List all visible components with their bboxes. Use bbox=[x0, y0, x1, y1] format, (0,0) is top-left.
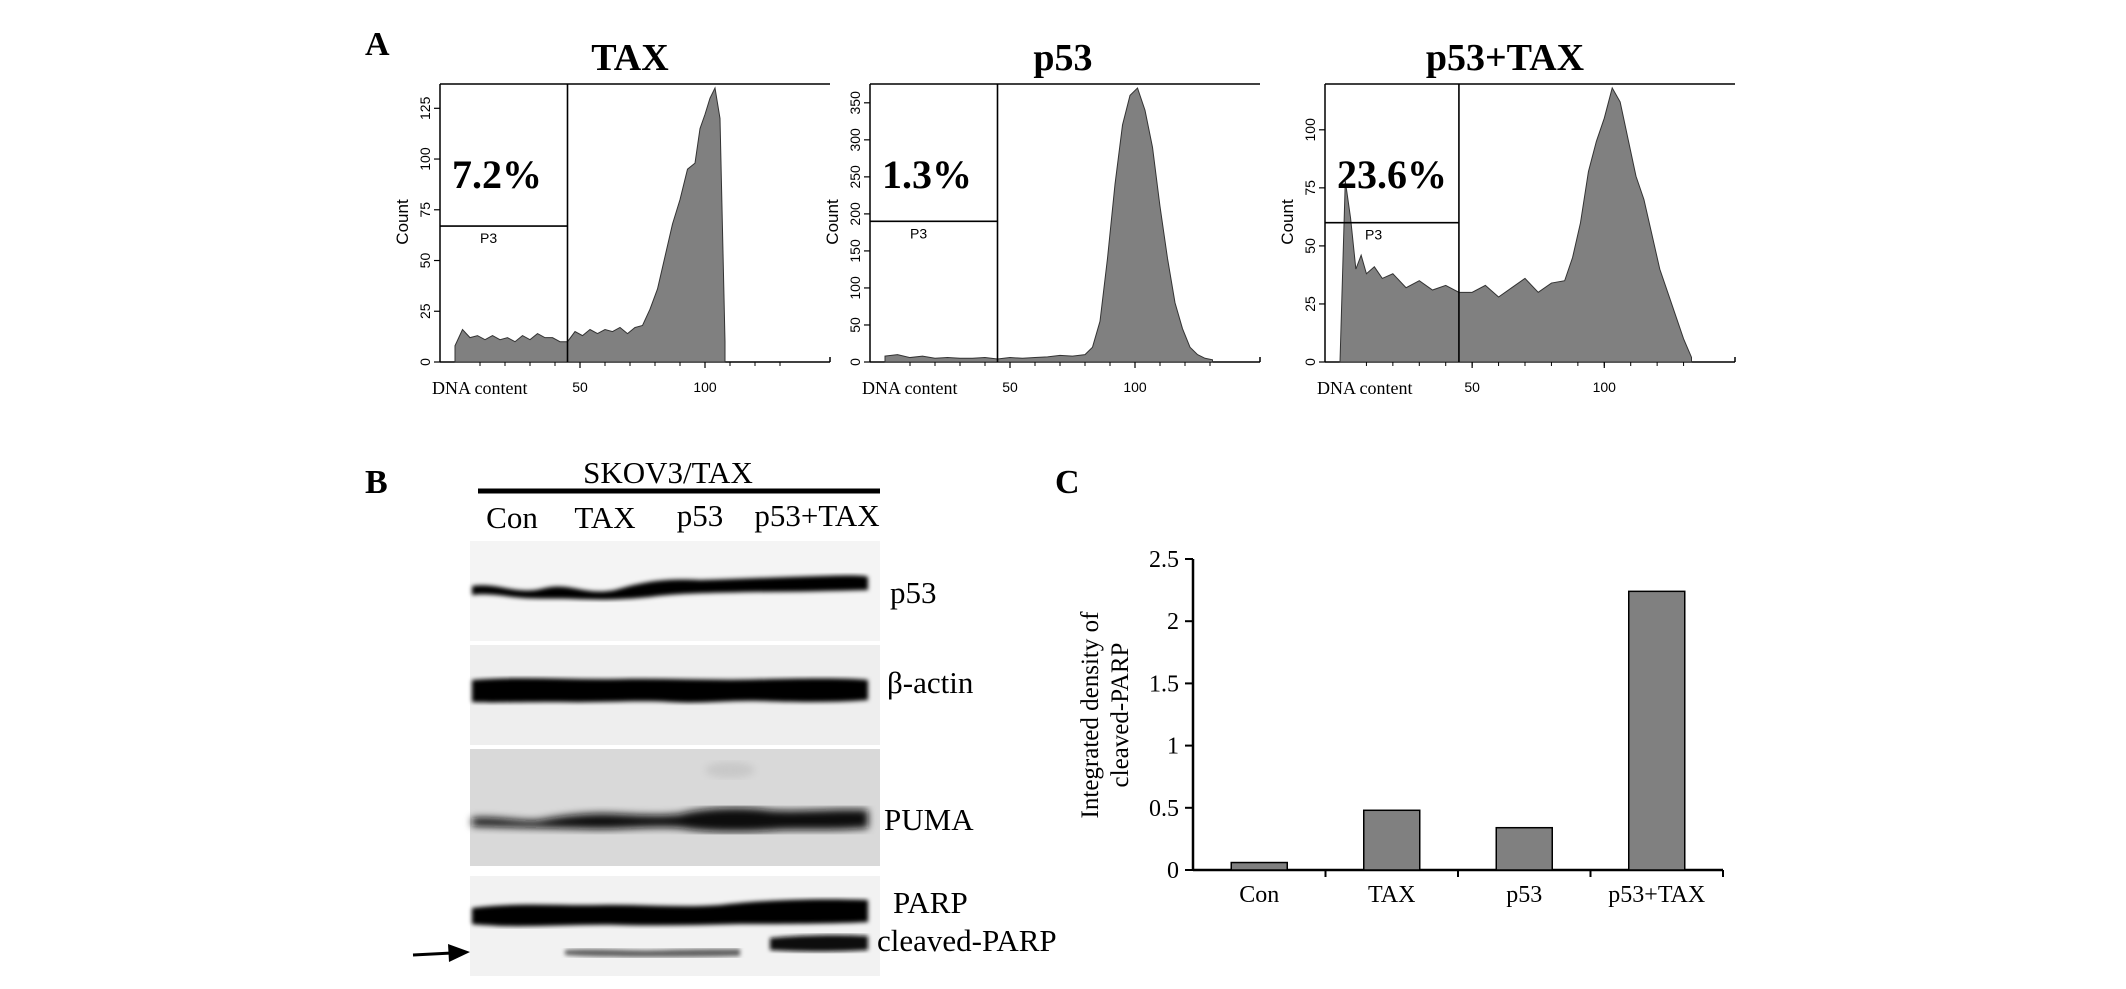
y-tick-label: 0.5 bbox=[1149, 796, 1179, 822]
band-cleaved-parp-weak bbox=[565, 949, 740, 957]
gate-percentage: 1.3% bbox=[882, 152, 972, 197]
x-axis-label: DNA content bbox=[432, 378, 527, 398]
y-axis-label: Count bbox=[823, 199, 842, 245]
histogram-tax: TAX 0 25 50 75 100 125 Count 50 100 DNA content P3 7… bbox=[393, 37, 831, 398]
gate-percentage: 7.2% bbox=[452, 152, 542, 197]
x-tick-label: 100 bbox=[693, 379, 717, 395]
histogram-title: p53 bbox=[1033, 37, 1092, 79]
y-tick-label: 150 bbox=[847, 239, 863, 263]
x-tick-label: 50 bbox=[572, 379, 588, 395]
band-parp bbox=[472, 899, 868, 927]
y-tick-label: 50 bbox=[417, 253, 433, 269]
y-tick-label: 100 bbox=[417, 147, 433, 171]
bar bbox=[1363, 809, 1421, 871]
lane-label-p53: p53 bbox=[677, 498, 724, 533]
y-tick-label: 200 bbox=[847, 202, 863, 226]
y-tick-label: 100 bbox=[847, 276, 863, 300]
panel-letter-c: C bbox=[1055, 464, 1080, 501]
histogram-p53-tax: p53+TAX 0 25 50 75 100 Count 50 100 DNA content P3… bbox=[1278, 37, 1736, 398]
y-tick-label: 75 bbox=[1302, 180, 1318, 196]
y-axis-label: Count bbox=[393, 199, 412, 245]
y-axis-label-line1: Integrated density of bbox=[1077, 611, 1104, 819]
y-tick-label: 50 bbox=[1302, 238, 1318, 254]
y-tick-label: 1 bbox=[1167, 734, 1179, 760]
histogram-p53: p53 0 50 100 150 200 250 300 350 Count 50 100 DNA co… bbox=[823, 37, 1261, 398]
blot-strip-parp bbox=[470, 876, 880, 976]
x-tick-label: 50 bbox=[1002, 379, 1018, 395]
lane-label-p53-tax: p53+TAX bbox=[754, 498, 879, 533]
x-tick-label: 100 bbox=[1123, 379, 1147, 395]
bar bbox=[1230, 861, 1288, 871]
x-tick-label: 100 bbox=[1593, 379, 1617, 395]
x-tick-label: p53 bbox=[1506, 882, 1542, 908]
y-tick-label: 75 bbox=[417, 202, 433, 218]
y-tick-label: 2.5 bbox=[1149, 547, 1179, 573]
y-tick-label: 0 bbox=[1167, 858, 1179, 884]
panel-letter-a: A bbox=[365, 26, 390, 63]
band-label-cleaved-parp: cleaved-PARP bbox=[877, 923, 1057, 958]
y-tick-label: 1.5 bbox=[1149, 671, 1179, 697]
gate-label: P3 bbox=[1365, 227, 1382, 243]
gate-percentage: 23.6% bbox=[1337, 152, 1447, 197]
band-label-puma: PUMA bbox=[884, 802, 974, 837]
blot-cell-line: SKOV3/TAX bbox=[583, 455, 753, 490]
y-tick-label: 50 bbox=[847, 317, 863, 333]
y-tick-label: 0 bbox=[417, 358, 433, 366]
band-label-p53: p53 bbox=[890, 575, 937, 610]
blot-smudge bbox=[705, 762, 755, 778]
y-tick-label: 25 bbox=[417, 303, 433, 319]
y-tick-label: 0 bbox=[1302, 358, 1318, 366]
histogram-area bbox=[884, 87, 1213, 363]
band-actin bbox=[472, 678, 868, 703]
y-tick-label: 125 bbox=[417, 96, 433, 120]
panel-letter-b: B bbox=[365, 464, 388, 501]
bar-chart-cleaved-parp: 0 0.5 1 1.5 2 2.5 Con TAX p53 p53+TAX Integrated d… bbox=[1077, 547, 1724, 908]
lane-label-con: Con bbox=[486, 500, 538, 535]
bar bbox=[1628, 590, 1686, 871]
histogram-area bbox=[1339, 86, 1692, 363]
band-p53 bbox=[472, 575, 868, 600]
x-tick-label: 50 bbox=[1464, 379, 1480, 395]
histogram-area bbox=[454, 86, 726, 363]
blot-strip-puma bbox=[470, 749, 880, 866]
y-axis-label-line2: cleaved-PARP bbox=[1107, 643, 1134, 788]
bar bbox=[1495, 826, 1553, 871]
lane-label-tax: TAX bbox=[574, 500, 635, 535]
histogram-title: TAX bbox=[591, 37, 668, 79]
gate-label: P3 bbox=[910, 225, 927, 241]
histogram-title: p53+TAX bbox=[1426, 37, 1584, 79]
y-tick-label: 250 bbox=[847, 165, 863, 189]
cleaved-parp-arrow-shaft bbox=[412, 951, 453, 957]
y-tick-label: 2 bbox=[1167, 609, 1179, 635]
x-tick-label: Con bbox=[1239, 882, 1279, 908]
western-blot: SKOV3/TAX Con TAX p53 p53+TAX p53 β-acti… bbox=[412, 455, 1057, 976]
x-tick-label: p53+TAX bbox=[1608, 882, 1705, 908]
x-axis-label: DNA content bbox=[1317, 378, 1412, 398]
gate-label: P3 bbox=[480, 230, 497, 246]
band-cleaved-parp-strong bbox=[770, 934, 868, 952]
y-tick-label: 25 bbox=[1302, 296, 1318, 312]
x-axis-label: DNA content bbox=[862, 378, 957, 398]
y-tick-label: 100 bbox=[1302, 118, 1318, 142]
band-label-actin: β-actin bbox=[887, 665, 974, 700]
y-tick-label: 0 bbox=[847, 358, 863, 366]
x-tick-label: TAX bbox=[1368, 882, 1415, 908]
cleaved-parp-arrow-icon bbox=[448, 944, 470, 962]
y-tick-label: 300 bbox=[847, 128, 863, 152]
band-puma bbox=[472, 807, 868, 832]
band-label-parp: PARP bbox=[893, 885, 968, 920]
y-tick-label: 350 bbox=[847, 91, 863, 115]
y-axis-label: Count bbox=[1278, 199, 1297, 245]
